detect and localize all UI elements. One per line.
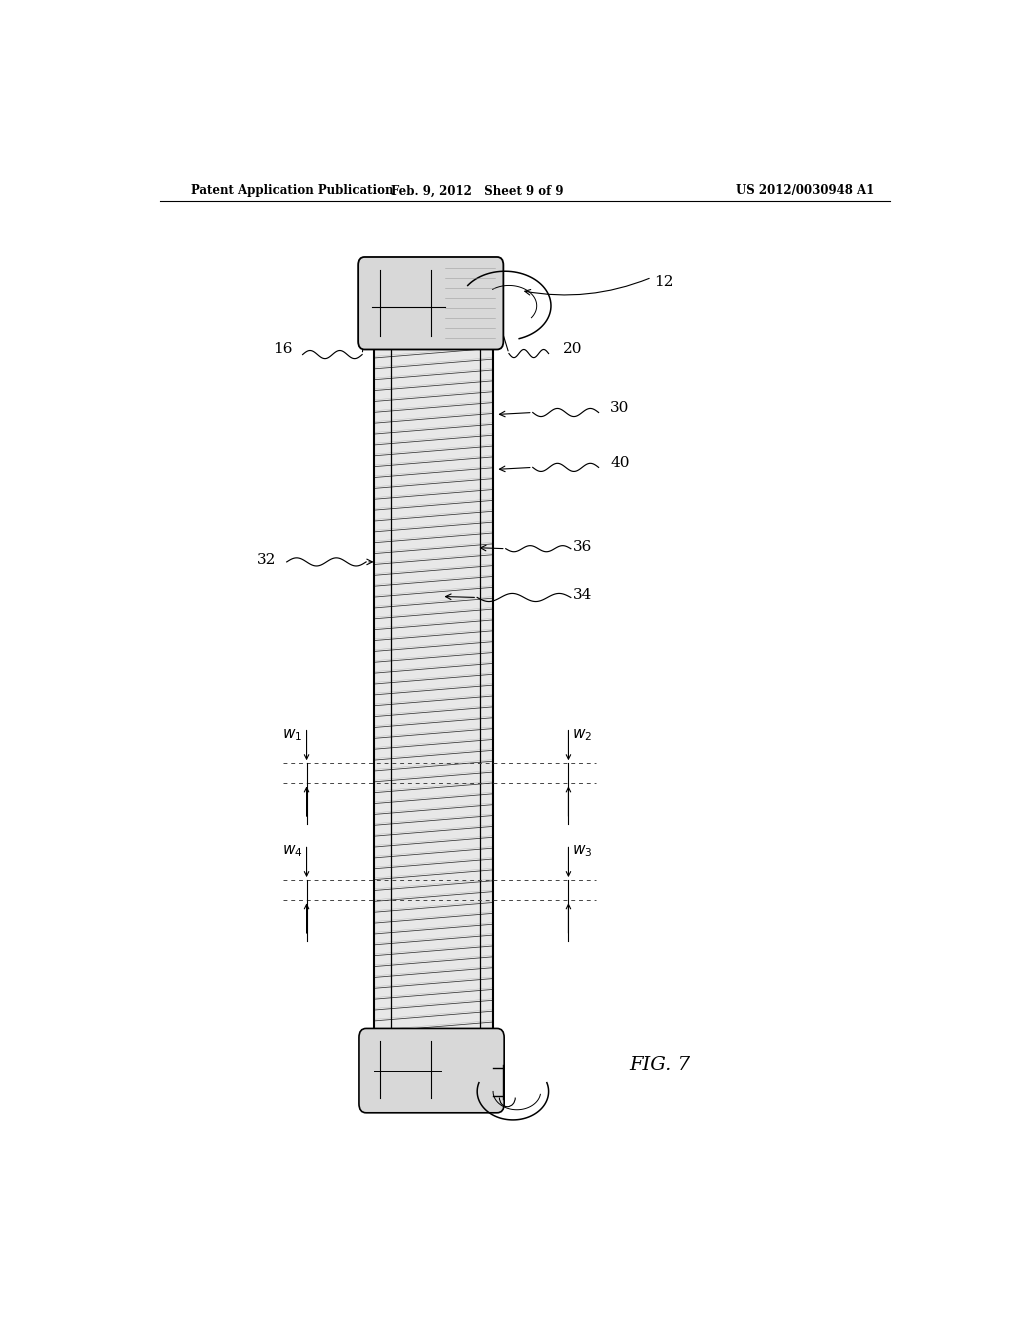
Text: $w_2$: $w_2$	[572, 727, 593, 743]
Text: $w_4$: $w_4$	[282, 843, 303, 859]
Bar	[374, 337, 494, 1043]
Text: Patent Application Publication: Patent Application Publication	[191, 185, 394, 198]
Text: 30: 30	[610, 401, 630, 416]
Text: 40: 40	[610, 457, 630, 470]
FancyBboxPatch shape	[359, 1028, 504, 1113]
Text: 12: 12	[654, 276, 674, 289]
Text: FIG. 7: FIG. 7	[629, 1056, 690, 1074]
Text: 20: 20	[562, 342, 583, 356]
Text: $w_1$: $w_1$	[283, 727, 303, 743]
Text: Feb. 9, 2012   Sheet 9 of 9: Feb. 9, 2012 Sheet 9 of 9	[391, 185, 563, 198]
FancyBboxPatch shape	[358, 257, 504, 350]
Text: 34: 34	[572, 589, 592, 602]
Text: 16: 16	[273, 342, 293, 356]
Text: $w_3$: $w_3$	[572, 843, 593, 859]
Text: 32: 32	[257, 553, 276, 566]
Text: US 2012/0030948 A1: US 2012/0030948 A1	[735, 185, 873, 198]
Text: 36: 36	[572, 540, 592, 553]
